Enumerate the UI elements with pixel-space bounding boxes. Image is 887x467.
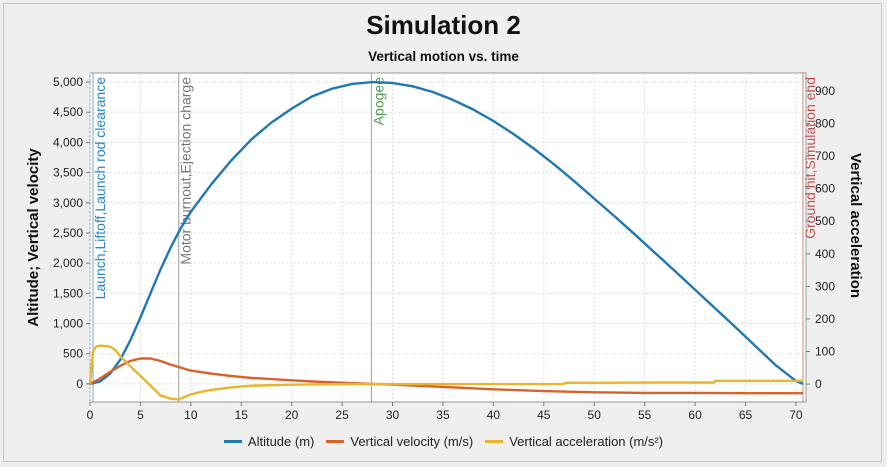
y-left-tick-label: 3,500 — [53, 166, 83, 180]
x-tick-label: 40 — [487, 408, 501, 422]
legend-swatch — [326, 440, 345, 443]
event-label: Motor burnout,Ejection charge — [178, 77, 194, 265]
chart-title: Simulation 2 — [366, 10, 521, 40]
event-label: Ground hit,Simulation end — [802, 77, 818, 239]
y-right-tick-label: 700 — [815, 149, 835, 163]
y-left-tick-label: 2,500 — [53, 226, 83, 240]
legend-swatch — [485, 440, 504, 443]
legend-label: Vertical velocity (m/s) — [350, 434, 474, 449]
y-left-tick-label: 1,000 — [53, 317, 83, 331]
series-line — [89, 357, 803, 395]
legend-item: Vertical acceleration (m/s²) — [485, 434, 663, 449]
x-tick-label: 65 — [739, 408, 753, 422]
x-tick-label: 15 — [235, 408, 249, 422]
y-left-tick-label: 5,000 — [53, 75, 83, 89]
series-line — [89, 80, 804, 386]
series-line — [88, 344, 803, 401]
y-left-tick-label: 1,500 — [53, 286, 83, 300]
x-tick-label: 0 — [87, 408, 94, 422]
y-left-tick-label: 4,500 — [53, 105, 83, 119]
y-left-tick-label: 2,000 — [53, 256, 83, 270]
y-right-tick-label: 100 — [815, 345, 835, 359]
legend-item: Altitude (m) — [223, 434, 315, 449]
y-right-tick-label: 300 — [815, 279, 835, 293]
x-tick-label: 70 — [789, 408, 803, 422]
grid — [89, 73, 806, 402]
x-tick-label: 35 — [436, 408, 450, 422]
y-right-tick-label: 0 — [815, 377, 822, 391]
y-right-tick-label: 400 — [815, 247, 835, 261]
x-tick-label: 50 — [588, 408, 602, 422]
legend-label: Vertical acceleration (m/s²) — [509, 434, 664, 449]
y-right-tick-label: 600 — [815, 182, 835, 196]
x-tick-label: 25 — [335, 408, 349, 422]
x-tick-label: 30 — [386, 408, 400, 422]
y-left-tick-label: 0 — [76, 377, 83, 391]
event-label: Apogee — [370, 77, 386, 125]
y-right-axis-label: Vertical acceleration — [847, 153, 864, 298]
chart-subtitle: Vertical motion vs. time — [368, 49, 519, 64]
y-right-tick-label: 900 — [815, 84, 835, 98]
series-lines — [88, 80, 804, 401]
y-left-tick-label: 4,000 — [53, 135, 83, 149]
event-markers: Launch,Liftoff,Launch rod clearance Motor… — [92, 73, 818, 402]
y-left-axis-ticks: 0 500 1,000 1,500 2,000 2,500 3,000 3,500 4,000 4… — [53, 75, 90, 391]
event-label: Launch,Liftoff,Launch rod clearance — [92, 77, 108, 300]
y-right-axis-ticks: 0 100 200 300 400 500 600 700 800 900 — [806, 84, 835, 391]
x-tick-label: 20 — [285, 408, 299, 422]
y-right-tick-label: 200 — [815, 312, 835, 326]
x-tick-label: 10 — [184, 408, 198, 422]
y-left-tick-label: 3,000 — [53, 196, 83, 210]
x-tick-label: 55 — [638, 408, 652, 422]
x-tick-label: 5 — [137, 408, 144, 422]
x-axis-ticks: 0 5 10 15 20 25 30 35 40 45 50 55 60 65 70 — [87, 402, 803, 422]
legend-label: Altitude (m) — [247, 434, 315, 449]
legend: Altitude (m) Vertical velocity (m/s) Verti… — [0, 434, 887, 449]
y-right-tick-label: 500 — [815, 214, 835, 228]
x-tick-label: 60 — [688, 408, 702, 422]
y-left-tick-label: 500 — [63, 347, 83, 361]
y-right-tick-label: 800 — [815, 116, 835, 130]
legend-item: Vertical velocity (m/s) — [326, 434, 473, 449]
legend-swatch — [223, 440, 242, 443]
plot-area — [89, 72, 807, 403]
y-left-axis-label: Altitude; Vertical velocity — [25, 148, 42, 327]
x-tick-label: 45 — [537, 408, 551, 422]
